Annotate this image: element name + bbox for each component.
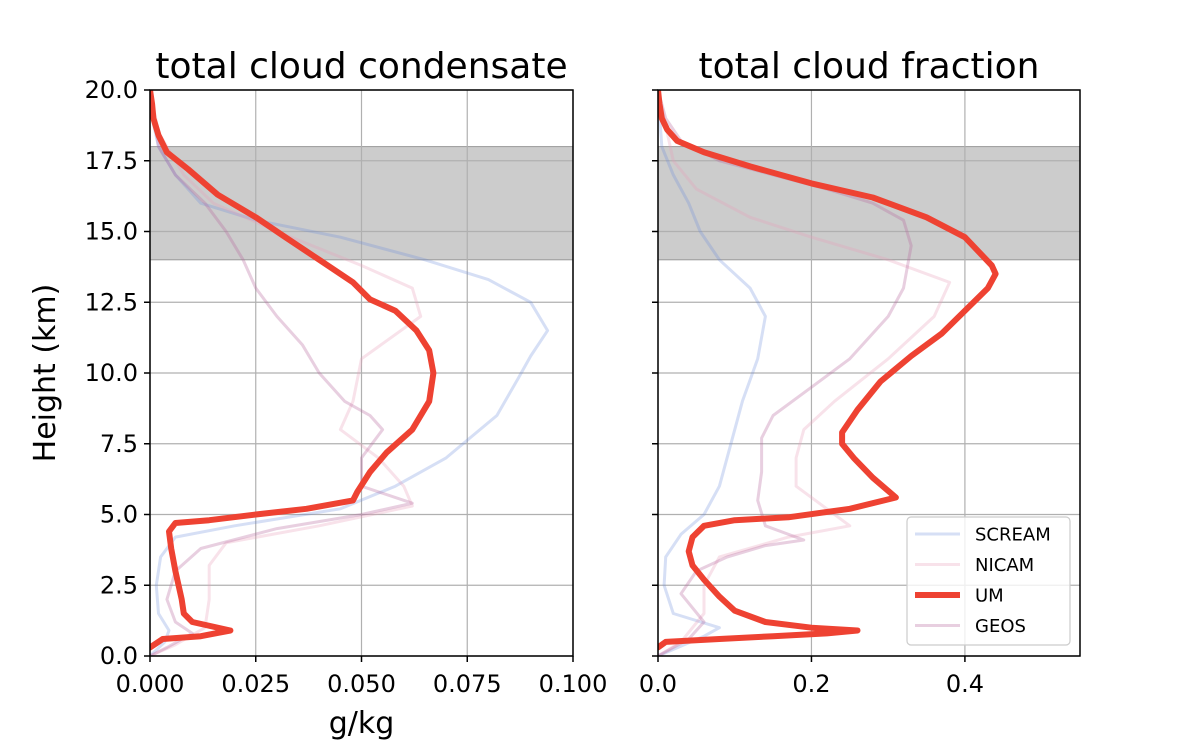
x-ticks: 0.000 0.025 0.050 0.075 0.100 — [116, 656, 608, 698]
y-tick-label: 20.0 — [85, 76, 138, 104]
x-tick-label: 0.4 — [946, 670, 984, 698]
y-tick-label: 0.0 — [100, 642, 138, 670]
series-line-um — [658, 90, 999, 651]
panel-total-cloud-condensate: 0.000 0.025 0.050 0.075 0.100 0.0 2.5 5.0 7.5 10… — [28, 46, 607, 741]
legend-label-um: UM — [975, 586, 1004, 607]
x-tick-label: 0.075 — [433, 670, 502, 698]
x-tick-label: 0.2 — [792, 670, 830, 698]
legend-label-geos: GEOS — [975, 616, 1026, 637]
x-axis-label: g/kg — [329, 706, 395, 741]
chart-title: total cloud condensate — [155, 46, 567, 87]
legend-label-scream: SCREAM — [975, 525, 1051, 546]
y-tick-label: 5.0 — [100, 501, 138, 529]
chart-title: total cloud fraction — [699, 46, 1040, 87]
x-tick-label: 0.050 — [327, 670, 396, 698]
legend: SCREAM NICAM UM GEOS — [906, 516, 1071, 646]
series-line-geos — [150, 90, 414, 656]
y-tick-label: 12.5 — [85, 288, 138, 316]
series-layer — [150, 90, 550, 656]
series-line-um — [150, 90, 437, 651]
series-layer — [658, 90, 999, 656]
x-tick-label: 0.0 — [639, 670, 677, 698]
panel-total-cloud-fraction: 0.0 0.2 0.4 total cloud fraction — [639, 46, 1081, 698]
y-axis-label: Height (km) — [28, 284, 63, 463]
y-ticks: 0.0 2.5 5.0 7.5 10.0 12.5 15.0 17.5 20.0 — [85, 76, 150, 670]
x-tick-label: 0.025 — [221, 670, 290, 698]
x-tick-label: 0.100 — [539, 670, 608, 698]
y-tick-label: 10.0 — [85, 359, 138, 387]
series-line-nicam — [150, 90, 423, 656]
legend-box — [906, 516, 1071, 646]
series-line-nicam — [658, 90, 952, 656]
x-ticks: 0.0 0.2 0.4 — [639, 656, 984, 698]
y-tick-label: 2.5 — [100, 571, 138, 599]
y-tick-label: 7.5 — [100, 430, 138, 458]
legend-label-nicam: NICAM — [975, 555, 1034, 576]
y-tick-label: 17.5 — [85, 147, 138, 175]
series-line-scream — [658, 90, 767, 656]
y-ticks — [652, 89, 658, 657]
shaded-band — [657, 146, 1081, 261]
y-tick-label: 15.0 — [85, 218, 138, 246]
x-tick-label: 0.000 — [116, 670, 185, 698]
series-line-scream — [150, 90, 550, 656]
